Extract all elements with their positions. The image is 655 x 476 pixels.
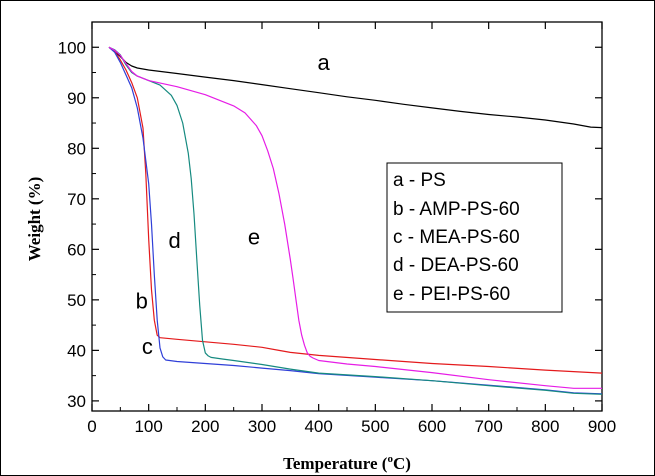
series-line-b: [108, 46, 603, 374]
curve-label-c: c: [142, 334, 153, 359]
tick-labels: 0 100 200 300 400 500 600 700 800 900 30 40 50 60 70 80…: [58, 38, 617, 436]
legend: a - PS b - AMP-PS-60 c - MEA-PS-60 d - D…: [386, 162, 563, 313]
y-tick-label: 30: [67, 392, 86, 411]
y-axis-title: Weight (%): [25, 177, 44, 262]
curve-annotations: a bc d e: [136, 50, 331, 359]
y-tick-label: 60: [67, 240, 86, 259]
curve-label-d: d: [169, 228, 181, 253]
series-line-e: [108, 46, 602, 389]
curves-layer: [108, 46, 603, 395]
x-tick-label: 100: [134, 417, 162, 436]
curve-label-b: b: [136, 288, 148, 313]
x-tick-label: 400: [304, 417, 332, 436]
x-tick-label: 900: [588, 417, 616, 436]
curve-label-e: e: [248, 224, 260, 249]
y-tick-label: 100: [58, 38, 86, 57]
x-axis-title-unit: C): [393, 454, 411, 473]
x-tick-label: 800: [531, 417, 559, 436]
x-tick-label: 300: [248, 417, 276, 436]
y-tick-label: 70: [67, 190, 86, 209]
curve-label-a: a: [318, 50, 331, 75]
legend-entry-c: c - MEA-PS-60: [393, 227, 520, 248]
x-axis-title-text: Temperature (: [283, 454, 388, 473]
x-axis-title-superscript: o: [387, 453, 393, 465]
y-tick-label: 50: [67, 291, 86, 310]
legend-box: [386, 162, 563, 313]
x-tick-label: 700: [474, 417, 502, 436]
x-tick-label: 500: [361, 417, 389, 436]
y-tick-label: 90: [67, 89, 86, 108]
x-tick-label: 0: [87, 417, 96, 436]
legend-entry-a: a - PS: [393, 170, 446, 191]
axis-ticks: [91, 22, 603, 411]
x-axis-title: Temperature (oC): [283, 453, 411, 473]
x-tick-label: 200: [191, 417, 219, 436]
y-tick-label: 80: [67, 139, 86, 158]
legend-entry-e: e - PEI-PS-60: [393, 284, 510, 305]
y-tick-label: 40: [67, 341, 86, 360]
series-line-a: [108, 46, 603, 129]
x-tick-label: 600: [418, 417, 446, 436]
legend-entry-d: d - DEA-PS-60: [393, 255, 519, 276]
legend-entry-b: b - AMP-PS-60: [393, 199, 520, 220]
